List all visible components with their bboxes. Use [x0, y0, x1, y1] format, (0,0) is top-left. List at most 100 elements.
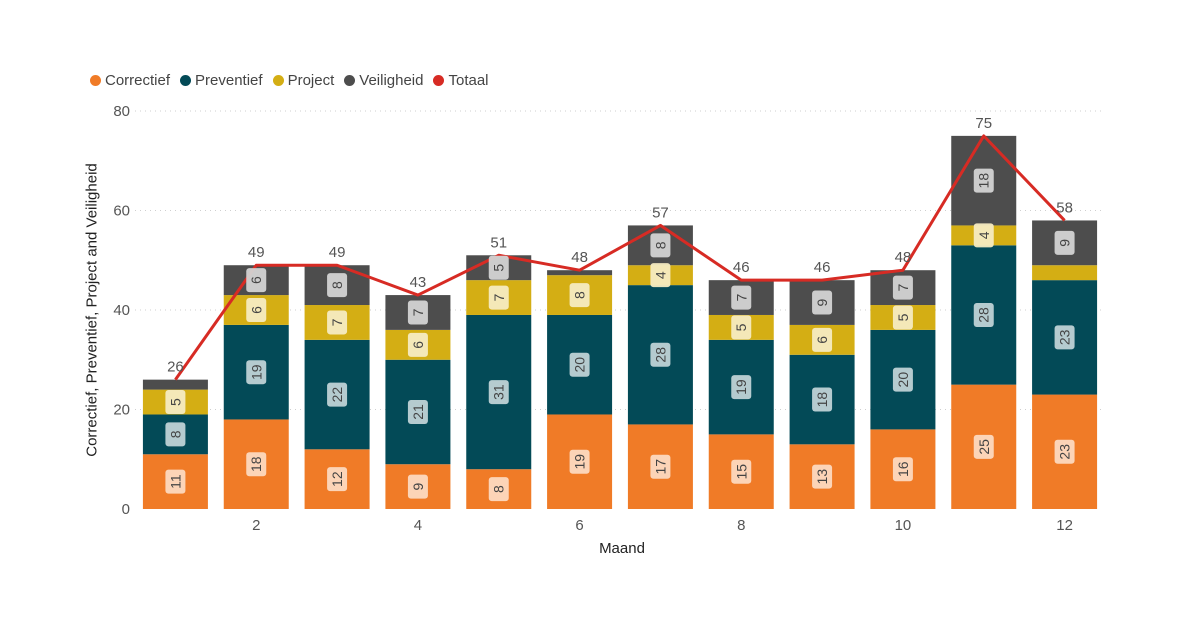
total-value-label: 43 — [410, 274, 427, 291]
data-label-bg-preventief — [569, 352, 590, 377]
total-value-label: 26 — [167, 359, 184, 376]
data-label-bg-project — [731, 315, 752, 340]
data-label-bg-correctief — [812, 464, 833, 489]
data-label-correctief: 19 — [572, 454, 588, 470]
legend-item-veiligheid[interactable]: Veiligheid — [344, 72, 423, 89]
data-label-correctief: 16 — [895, 461, 911, 477]
data-label-bg-project — [246, 298, 267, 322]
data-label-veiligheid: 9 — [814, 298, 830, 306]
data-label-bg-veiligheid — [731, 285, 752, 310]
data-label-bg-project — [973, 223, 994, 248]
data-label-preventief: 20 — [895, 372, 911, 388]
data-label-bg-veiligheid — [973, 168, 994, 193]
data-label-correctief: 25 — [976, 439, 992, 455]
total-value-label: 46 — [814, 259, 831, 276]
legend-label-veiligheid: Veiligheid — [359, 72, 424, 89]
data-label-preventief: 23 — [1057, 329, 1073, 345]
data-label-bg-correctief — [1054, 439, 1075, 464]
data-label-bg-project — [407, 332, 428, 357]
data-label-veiligheid: 7 — [733, 293, 749, 301]
data-label-project: 5 — [895, 313, 911, 321]
data-label-correctief: 17 — [652, 459, 668, 475]
data-label-preventief: 19 — [248, 364, 264, 380]
data-label-veiligheid: 6 — [248, 276, 264, 284]
data-label-bg-veiligheid — [650, 233, 671, 258]
y-tick-label: 0 — [122, 501, 130, 518]
data-label-correctief: 18 — [248, 456, 264, 472]
data-label-bg-veiligheid — [327, 273, 348, 298]
data-label-bg-project — [165, 390, 186, 415]
legend-item-correctief[interactable]: Correctief — [90, 72, 170, 89]
data-label-bg-project — [488, 285, 509, 310]
legend-label-project: Project — [287, 72, 335, 89]
legend-marker-correctief — [90, 75, 101, 86]
data-label-veiligheid: 7 — [410, 308, 426, 316]
data-label-preventief: 20 — [572, 357, 588, 373]
legend-marker-preventief — [180, 75, 192, 86]
data-label-correctief: 23 — [1057, 444, 1073, 460]
data-label-project: 7 — [329, 318, 345, 326]
data-label-preventief: 28 — [976, 307, 992, 323]
data-label-bg-veiligheid — [812, 290, 833, 315]
data-label-bg-project — [812, 327, 833, 352]
data-label-bg-correctief — [569, 449, 590, 474]
data-label-bg-preventief — [650, 342, 671, 367]
data-label-bg-preventief — [327, 382, 348, 407]
data-label-bg-preventief — [731, 375, 752, 400]
legend-item-preventief[interactable]: Preventief — [180, 72, 263, 89]
y-tick-label: 60 — [113, 203, 130, 220]
total-value-label: 49 — [329, 244, 346, 261]
legend-label-preventief: Preventief — [195, 72, 263, 89]
data-label-project: 4 — [976, 231, 992, 239]
data-label-project: 6 — [410, 341, 426, 349]
legend-label-totaal: Totaal — [448, 72, 489, 89]
data-label-bg-veiligheid — [1054, 230, 1075, 255]
data-label-bg-preventief — [892, 367, 913, 392]
total-value-label: 46 — [733, 259, 750, 276]
total-value-label: 49 — [248, 244, 265, 261]
bar-project — [1032, 265, 1098, 281]
data-label-bg-correctief — [165, 469, 186, 494]
data-label-bg-preventief — [488, 380, 509, 405]
data-label-bg-correctief — [488, 477, 509, 502]
data-label-bg-veiligheid — [892, 275, 913, 300]
data-label-bg-correctief — [731, 459, 752, 484]
x-tick-label: 4 — [414, 517, 422, 534]
data-label-veiligheid: 18 — [976, 173, 992, 189]
data-label-project: 6 — [248, 306, 264, 314]
data-label-preventief: 8 — [167, 430, 183, 438]
data-label-bg-project — [327, 310, 348, 335]
data-label-preventief: 21 — [410, 404, 426, 420]
data-label-project: 8 — [572, 291, 588, 299]
totaal-line — [174, 134, 1066, 381]
data-label-preventief: 19 — [733, 379, 749, 395]
y-tick-label: 40 — [113, 302, 130, 319]
data-label-bg-correctief — [892, 457, 913, 482]
data-label-project: 5 — [167, 398, 183, 406]
x-tick-label: 12 — [1056, 517, 1073, 534]
data-label-bg-correctief — [650, 454, 671, 479]
data-label-bg-correctief — [327, 467, 348, 492]
total-value-label: 57 — [652, 204, 669, 221]
data-label-project: 5 — [733, 323, 749, 331]
data-label-correctief: 15 — [733, 464, 749, 480]
total-value-label: 51 — [490, 234, 507, 251]
data-label-bg-correctief — [407, 474, 428, 499]
legend-item-totaal[interactable]: Totaal — [433, 72, 489, 89]
bar-veiligheid — [547, 270, 613, 276]
legend-item-project[interactable]: Project — [272, 72, 335, 89]
legend-marker-project — [272, 75, 284, 86]
data-label-project: 4 — [652, 271, 668, 279]
data-label-bg-project — [892, 305, 913, 330]
legend-marker-totaal — [433, 75, 445, 86]
data-label-bg-project — [569, 283, 590, 308]
bar-veiligheid — [142, 379, 208, 390]
data-label-bg-correctief — [246, 452, 267, 477]
y-tick-label: 20 — [113, 402, 130, 419]
data-label-veiligheid: 5 — [491, 264, 507, 272]
data-label-veiligheid: 7 — [895, 284, 911, 292]
data-label-correctief: 11 — [167, 474, 183, 489]
x-tick-label: 6 — [575, 517, 583, 534]
data-label-bg-veiligheid — [407, 300, 428, 325]
